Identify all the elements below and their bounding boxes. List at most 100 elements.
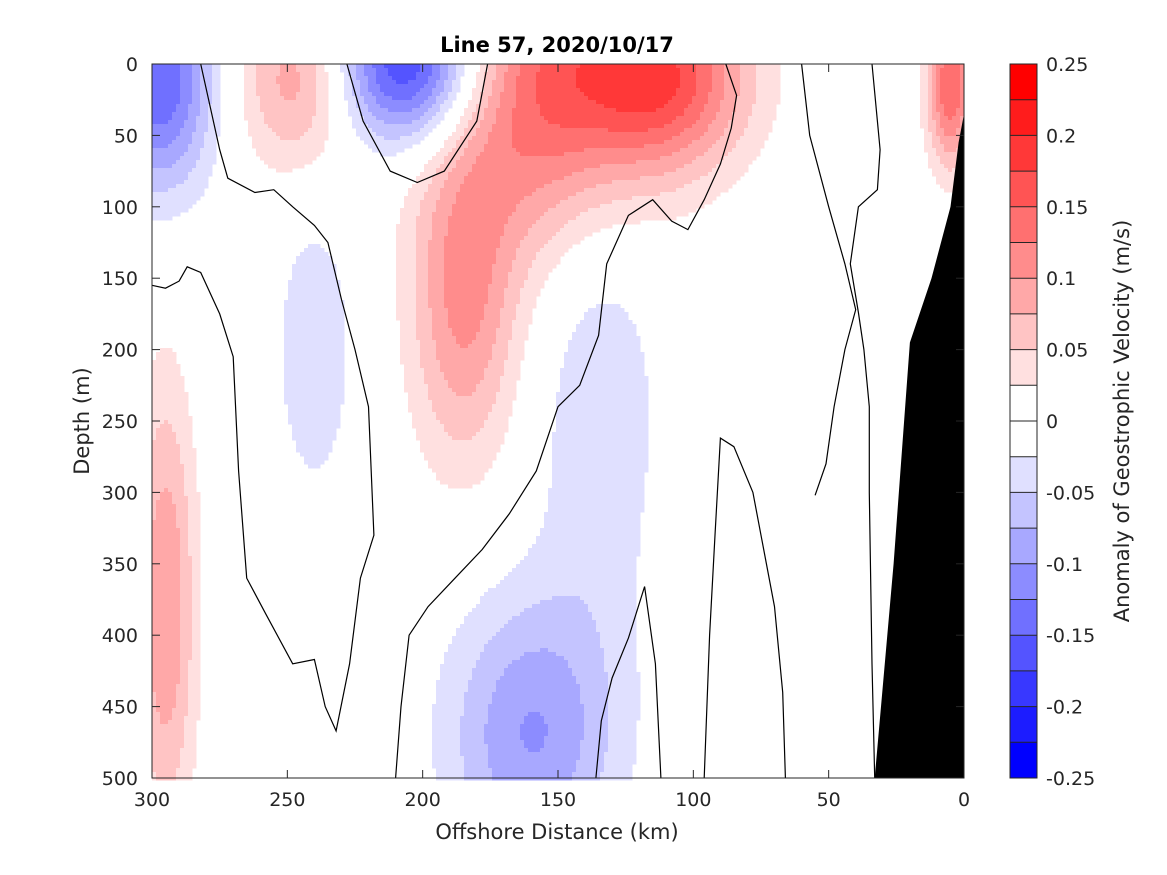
field-cell (276, 84, 281, 89)
field-cell (184, 476, 189, 481)
field-cell (440, 180, 445, 185)
field-cell (164, 624, 169, 629)
field-cell (308, 452, 313, 457)
field-cell (464, 340, 469, 345)
field-cell (456, 232, 461, 237)
field-cell (460, 316, 465, 321)
field-cell (312, 372, 317, 377)
field-cell (304, 112, 309, 117)
field-cell (432, 188, 437, 193)
field-cell (168, 736, 173, 741)
field-cell (156, 664, 161, 669)
field-cell (448, 344, 453, 349)
field-cell (308, 356, 313, 361)
field-cell (300, 348, 305, 353)
field-cell (196, 552, 201, 557)
field-cell (452, 764, 457, 769)
field-cell (212, 120, 217, 125)
field-cell (164, 732, 169, 737)
field-cell (296, 348, 301, 353)
field-cell (180, 72, 185, 77)
field-cell (408, 364, 413, 369)
field-cell (244, 96, 249, 101)
field-cell (316, 328, 321, 333)
field-cell (428, 384, 433, 389)
field-cell (156, 692, 161, 697)
field-cell (380, 144, 385, 149)
field-cell (456, 188, 461, 193)
field-cell (168, 704, 173, 709)
field-cell (156, 728, 161, 733)
field-cell (156, 520, 161, 525)
field-cell (304, 428, 309, 433)
field-cell (444, 692, 449, 697)
field-cell (404, 136, 409, 141)
field-cell (292, 380, 297, 385)
field-cell (452, 272, 457, 277)
field-cell (412, 124, 417, 129)
field-cell (216, 84, 221, 89)
field-cell (188, 428, 193, 433)
field-cell (284, 72, 289, 77)
field-cell (288, 164, 293, 169)
field-cell (184, 84, 189, 89)
field-cell (332, 360, 337, 365)
field-cell (180, 452, 185, 457)
field-cell (164, 508, 169, 513)
field-cell (420, 212, 425, 217)
field-cell (196, 532, 201, 537)
field-cell (156, 116, 161, 121)
field-cell (384, 84, 389, 89)
field-cell (300, 288, 305, 293)
field-cell (272, 112, 277, 117)
field-cell (204, 64, 209, 69)
field-cell (388, 104, 393, 109)
field-cell (464, 236, 469, 241)
field-cell (320, 428, 325, 433)
field-cell (444, 292, 449, 297)
field-cell (376, 104, 381, 109)
field-cell (192, 120, 197, 125)
field-cell (304, 144, 309, 149)
field-cell (152, 664, 157, 669)
field-cell (436, 112, 441, 117)
field-cell (424, 296, 429, 301)
field-cell (292, 328, 297, 333)
field-cell (432, 260, 437, 265)
field-cell (312, 144, 317, 149)
field-cell (452, 388, 457, 393)
field-cell (316, 124, 321, 129)
field-cell (304, 272, 309, 277)
field-cell (348, 68, 353, 73)
field-cell (172, 620, 177, 625)
field-cell (288, 324, 293, 329)
field-cell (200, 84, 205, 89)
field-cell (164, 400, 169, 405)
field-cell (420, 80, 425, 85)
field-cell (428, 184, 433, 189)
field-cell (288, 408, 293, 413)
field-cell (460, 264, 465, 269)
field-cell (448, 156, 453, 161)
field-cell (444, 228, 449, 233)
field-cell (452, 760, 457, 765)
field-cell (192, 144, 197, 149)
field-cell (312, 140, 317, 145)
field-cell (188, 752, 193, 757)
field-cell (196, 128, 201, 133)
field-cell (424, 204, 429, 209)
field-cell (320, 100, 325, 105)
field-cell (188, 596, 193, 601)
field-cell (452, 360, 457, 365)
field-cell (272, 128, 277, 133)
field-cell (456, 716, 461, 721)
field-cell (440, 452, 445, 457)
field-cell (260, 156, 265, 161)
field-cell (196, 192, 201, 197)
field-cell (320, 144, 325, 149)
field-cell (448, 148, 453, 153)
field-cell (152, 412, 157, 417)
field-cell (192, 540, 197, 545)
field-cell (288, 380, 293, 385)
field-cell (176, 92, 181, 97)
